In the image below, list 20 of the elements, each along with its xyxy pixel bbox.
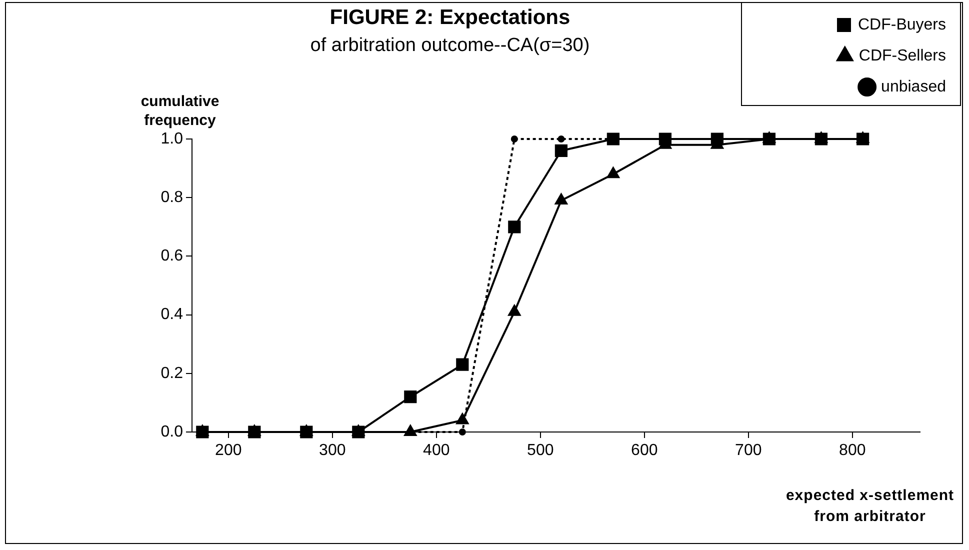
legend-label: CDF-Sellers [858, 47, 946, 64]
legend-label: unbiased [881, 78, 946, 96]
x-tick-label: 400 [423, 442, 450, 460]
x-axis-title: expected x-settlement from arbitrator [784, 486, 956, 527]
y-axis-title: cumulative frequency [140, 92, 220, 130]
x-tick-label: 700 [735, 442, 762, 460]
y-tick-label: 0.0 [160, 423, 184, 440]
x-tick-label: 200 [215, 442, 242, 460]
y-tick-label: 0.4 [160, 306, 184, 324]
x-tick-label: 600 [631, 442, 658, 460]
x-tick-label: 500 [527, 442, 554, 460]
y-tick-label: 0.8 [160, 189, 184, 206]
legend-label: CDF-Buyers [858, 16, 946, 34]
chart-title: FIGURE 2: Expectations [328, 6, 572, 30]
y-tick-label: 1.0 [160, 130, 184, 148]
chart-subtitle: of arbitration outcome--CA(σ=30) [309, 35, 591, 57]
x-tick-label: 300 [319, 442, 346, 460]
x-tick-label: 800 [839, 442, 866, 460]
y-tick-label: 0.2 [160, 364, 184, 382]
y-tick-label: 0.6 [160, 248, 184, 265]
